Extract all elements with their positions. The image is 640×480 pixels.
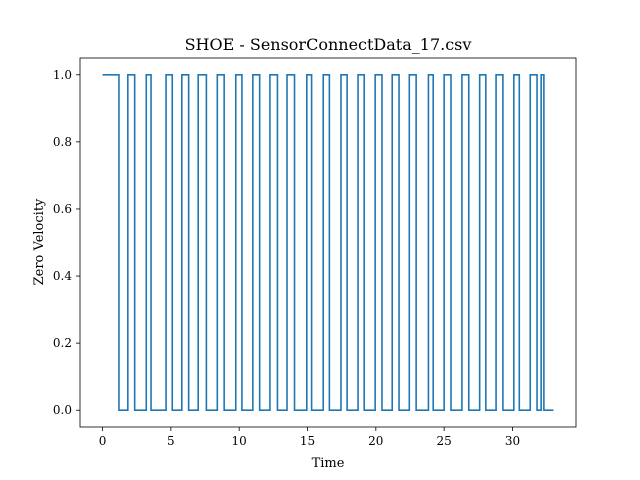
chart-title: SHOE - SensorConnectData_17.csv [185, 35, 472, 54]
y-tick-label: 0.8 [53, 135, 72, 149]
series-line [102, 73, 554, 412]
y-axis-label: Zero Velocity [32, 198, 47, 285]
y-tick-label: 1.0 [53, 68, 72, 82]
x-tick-label: 5 [167, 434, 175, 448]
y-axis: 0.0 0.2 0.4 0.6 0.8 1.0 [53, 68, 80, 417]
axes-frame [79, 57, 577, 428]
x-tick-label: 20 [368, 434, 383, 448]
x-tick-label: 15 [300, 434, 315, 448]
x-tick-label: 30 [505, 434, 520, 448]
y-tick-label: 0.2 [53, 336, 72, 350]
x-tick-label: 25 [437, 434, 452, 448]
x-axis: 0 5 10 15 20 25 30 [99, 427, 520, 448]
y-tick-label: 0.6 [53, 202, 72, 216]
x-axis-label: Time [312, 456, 345, 471]
x-tick-label: 0 [99, 434, 107, 448]
y-tick-label: 0.0 [53, 403, 72, 417]
x-tick-label: 10 [232, 434, 247, 448]
plot-area [79, 57, 577, 428]
y-tick-label: 0.4 [53, 269, 72, 283]
